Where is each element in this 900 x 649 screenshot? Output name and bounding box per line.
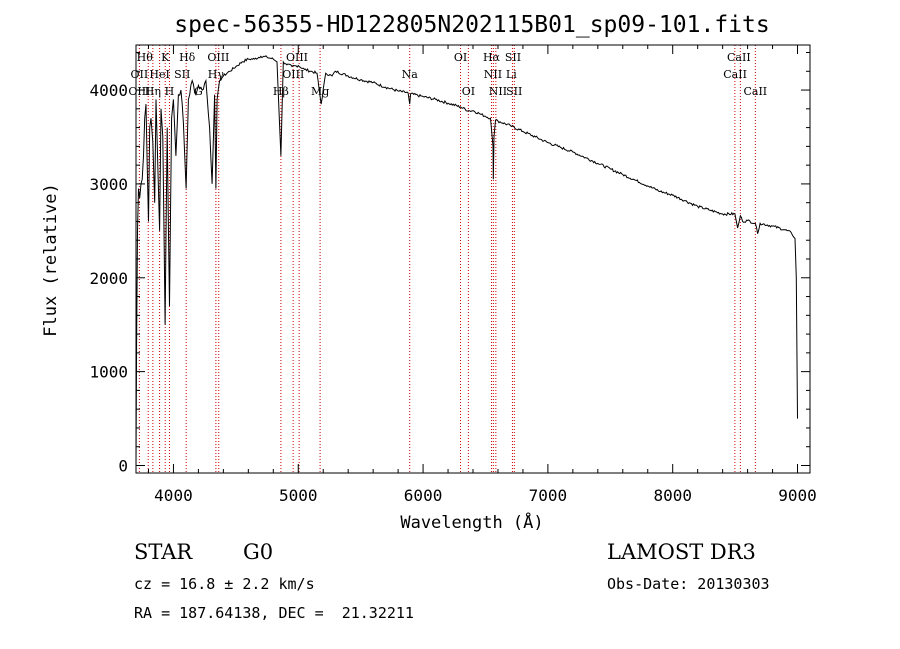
line-label-5: OI: [454, 51, 467, 64]
y-tick-label-4: 4000: [89, 81, 128, 100]
line-label-6: Hα: [483, 51, 501, 64]
coordinates: RA = 187.64138, DEC = 21.32211: [134, 604, 414, 622]
line-labels: Hθ K Hδ OIII OIII OI Hα SII CaII OII HeI SII Hγ OIII N…: [128, 51, 767, 98]
line-label-19: Hη: [145, 85, 161, 98]
plot-frame: [135, 44, 811, 474]
line-label-13: OIII: [282, 68, 304, 81]
survey-name: LAMOST DR3: [607, 540, 756, 564]
spectrum-line: [135, 55, 798, 466]
line-label-11: SII: [174, 68, 190, 81]
line-label-20: H: [165, 85, 175, 98]
redshift-text: cz = 16.8 ± 2.2 km/s: [134, 575, 315, 593]
y-axis: 0 1000 2000 3000 4000: [89, 52, 810, 475]
line-label-27: CaII: [743, 85, 767, 98]
line-label-21: G: [194, 85, 203, 98]
x-axis-label: Wavelength (Å): [400, 511, 543, 533]
x-tick-label-3: 7000: [529, 486, 568, 505]
y-axis-label: Flux (relative): [41, 183, 61, 337]
x-tick-label-1: 5000: [279, 486, 318, 505]
x-tick-label-5: 9000: [778, 486, 817, 505]
line-label-17: CaII: [723, 68, 747, 81]
chart-title: spec-56355-HD122805N202115B01_sp09-101.f…: [174, 12, 769, 38]
object-type: STAR: [134, 540, 193, 564]
x-tick-label-2: 6000: [404, 486, 443, 505]
line-label-3: OIII: [207, 51, 229, 64]
x-tick-label-4: 8000: [653, 486, 692, 505]
line-label-8: CaII: [727, 51, 751, 64]
y-tick-label-2: 2000: [89, 269, 128, 288]
line-label-9: OII: [131, 68, 149, 81]
reference-lines: [138, 45, 756, 473]
x-tick-label-0: 4000: [154, 486, 193, 505]
line-label-25: NII: [489, 85, 507, 98]
y-tick-label-0: 0: [118, 456, 128, 475]
line-label-1: K: [161, 51, 170, 64]
line-label-24: OI: [462, 85, 475, 98]
line-label-2: Hδ: [179, 51, 196, 64]
x-axis: 4000 5000 6000 7000 8000 9000: [147, 45, 817, 505]
line-label-26: SII: [506, 85, 522, 98]
line-label-7: SII: [505, 51, 521, 64]
line-label-23: Mg: [311, 85, 329, 98]
line-label-0: Hθ: [137, 51, 154, 64]
object-subclass: G0: [243, 540, 274, 564]
line-label-10: HeI: [149, 68, 169, 81]
line-label-14: Na: [402, 68, 419, 81]
line-label-15: NII: [484, 68, 502, 81]
obs-date: Obs-Date: 20130303: [607, 575, 770, 593]
line-label-18: OIII: [128, 85, 150, 98]
line-label-4: OIII: [286, 51, 308, 64]
y-tick-label-1: 1000: [89, 363, 128, 382]
line-label-22: Hβ: [273, 85, 289, 98]
y-tick-label-3: 3000: [89, 175, 128, 194]
line-label-12: Hγ: [208, 68, 225, 81]
line-label-16: Li: [506, 68, 517, 81]
